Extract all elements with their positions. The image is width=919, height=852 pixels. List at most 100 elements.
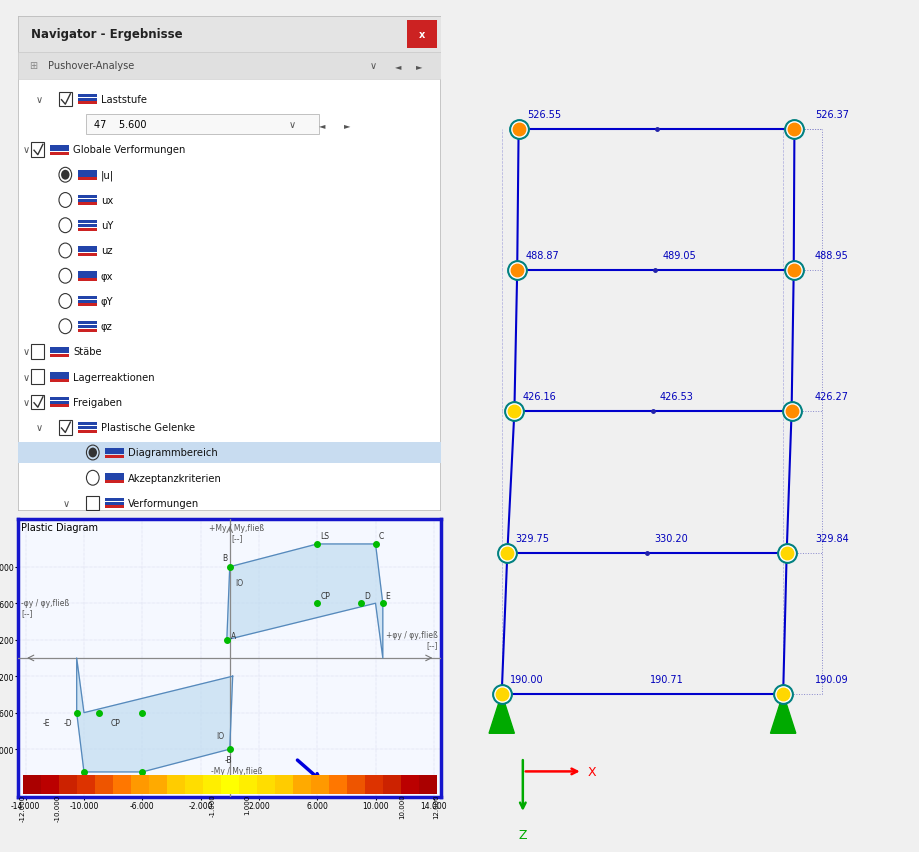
Bar [292, 775, 311, 794]
Bar [18, 17, 441, 53]
Text: 190.09: 190.09 [815, 674, 848, 684]
Bar [77, 272, 96, 274]
FancyBboxPatch shape [86, 115, 319, 135]
Text: E: E [386, 591, 391, 600]
Bar [105, 481, 124, 484]
Bar [77, 95, 96, 98]
Text: Plastic Diagram: Plastic Diagram [21, 522, 98, 532]
Bar [51, 405, 69, 408]
Bar [132, 603, 152, 606]
Text: 488.95: 488.95 [815, 251, 848, 261]
Bar [132, 628, 152, 631]
Bar [77, 102, 96, 106]
Text: 526.37: 526.37 [815, 110, 849, 120]
Bar [275, 775, 292, 794]
Bar [105, 473, 124, 476]
Bar [23, 775, 41, 794]
FancyBboxPatch shape [59, 420, 72, 435]
Text: IO: IO [216, 731, 224, 740]
Text: LS: LS [320, 532, 329, 541]
Polygon shape [770, 694, 796, 734]
Bar [51, 347, 69, 350]
Text: φz: φz [156, 625, 167, 635]
Text: 10.000: 10.000 [399, 794, 405, 819]
Bar [77, 225, 96, 227]
Bar [77, 246, 96, 250]
Text: uY: uY [101, 221, 113, 231]
Bar [132, 650, 152, 653]
Bar [203, 775, 221, 794]
Bar [132, 625, 152, 628]
Bar [132, 531, 152, 534]
Bar [77, 254, 96, 256]
Bar [77, 430, 96, 433]
Bar [77, 275, 96, 279]
Bar [105, 452, 124, 455]
Text: +My / My,fließ
[--]: +My / My,fließ [--] [210, 523, 265, 543]
Bar [311, 775, 329, 794]
Text: 488.87: 488.87 [526, 251, 560, 261]
Bar [239, 775, 256, 794]
Bar [113, 775, 130, 794]
Text: 12.000: 12.000 [434, 794, 439, 818]
Bar [77, 174, 96, 177]
Text: C: C [379, 532, 384, 541]
Bar [132, 578, 152, 581]
Bar [105, 455, 124, 458]
Text: 426.27: 426.27 [815, 392, 849, 402]
Text: X: X [587, 765, 596, 778]
Text: φY: φY [101, 296, 113, 307]
Bar [132, 553, 152, 556]
Text: CP: CP [110, 718, 120, 728]
Bar [77, 423, 96, 426]
Text: ∨: ∨ [23, 347, 29, 357]
Text: 426.53: 426.53 [660, 392, 694, 402]
Text: D: D [364, 591, 369, 600]
Text: -B: -B [225, 755, 233, 763]
Text: ∨: ∨ [35, 95, 42, 105]
Bar [105, 498, 124, 502]
Bar [77, 427, 96, 429]
Text: ∨: ∨ [23, 398, 29, 407]
Text: 489.05: 489.05 [663, 251, 697, 261]
Text: B: B [222, 554, 228, 562]
Text: ∨: ∨ [35, 423, 42, 433]
Text: LS: LS [130, 778, 140, 786]
Text: Plastische Gelenke: Plastische Gelenke [101, 423, 195, 433]
FancyBboxPatch shape [31, 395, 44, 410]
Bar [132, 657, 152, 660]
Text: φz: φz [101, 322, 112, 331]
Bar [221, 775, 239, 794]
Text: ux: ux [101, 196, 113, 205]
Text: -My / My,fließ
[--]: -My / My,fließ [--] [211, 766, 263, 785]
Bar [77, 203, 96, 206]
Text: uz: uz [101, 246, 112, 256]
Text: x: x [419, 30, 425, 40]
Text: |u|: |u| [101, 170, 114, 181]
Text: ux: ux [156, 524, 168, 533]
Bar [77, 170, 96, 174]
Bar [51, 380, 69, 383]
Bar [51, 153, 69, 156]
Bar [77, 329, 96, 332]
Bar [51, 372, 69, 376]
Text: uy: uy [156, 549, 168, 559]
Bar [77, 775, 95, 794]
FancyBboxPatch shape [18, 17, 441, 511]
Bar [132, 653, 152, 657]
FancyBboxPatch shape [31, 143, 44, 158]
FancyBboxPatch shape [59, 93, 72, 107]
Text: ∨: ∨ [62, 498, 70, 509]
Text: -12.000: -12.000 [20, 794, 26, 820]
Bar [132, 549, 152, 552]
Bar [149, 775, 167, 794]
Text: +φy / φy,fließ
[--]: +φy / φy,fließ [--] [386, 630, 438, 649]
Bar [18, 442, 441, 463]
Bar [105, 502, 124, 505]
Bar [51, 376, 69, 379]
Bar [105, 506, 124, 509]
Text: -1.000: -1.000 [210, 794, 215, 816]
Bar [41, 775, 59, 794]
Text: Globale Verformungen: Globale Verformungen [74, 146, 186, 155]
Bar [132, 599, 152, 602]
